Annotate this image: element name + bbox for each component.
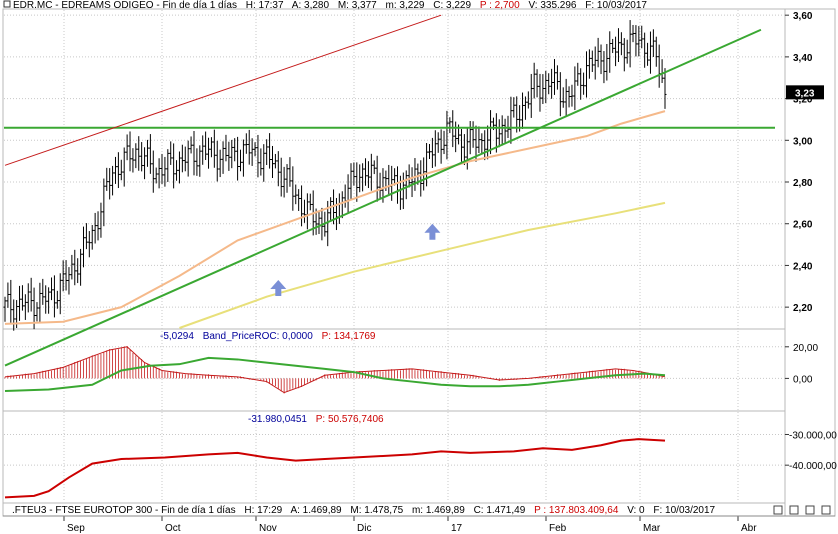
roc-layer (4, 346, 666, 394)
roc-tick-label: 0,00 (793, 374, 813, 385)
x-tick-label: Abr (741, 523, 757, 534)
ind3-value: -31.980,0451 (248, 414, 307, 425)
svg-text:EDR.MC - EDREAMS ODIGEO - Fin: EDR.MC - EDREAMS ODIGEO - Fin de día 1 d… (13, 0, 647, 11)
ind3-tick-label: -30.000,00 (789, 430, 837, 441)
roc-line (4, 346, 666, 394)
last-price-label: 3,23 (795, 88, 815, 99)
upper-channel-line (4, 14, 442, 166)
x-tick-label: 17 (451, 523, 463, 534)
up-arrow-icon (270, 280, 287, 297)
y-tick-label: 2,40 (793, 261, 813, 272)
svg-text:-5,0294 Band_PriceROC: 0: -5,0294 Band_PriceROC: 0,0000 P: 134,176… (160, 331, 376, 342)
moving-average-orange (4, 110, 666, 325)
roc-tick-label: 20,00 (793, 343, 818, 354)
header-bottom: .FTEU3 - FTSE EUROTOP 300 - Fin de día 1… (12, 505, 716, 516)
y-tick-label: 2,20 (793, 303, 813, 314)
header-a: A: 3,280 (292, 0, 330, 11)
bottom-f: F: 10/03/2017 (653, 505, 715, 516)
x-tick-label: Feb (549, 523, 567, 534)
bottom-m: M: 1.478,75 (350, 505, 403, 516)
bottom-ticker: .FTEU3 - FTSE EUROTOP 300 - Fin de día 1… (12, 505, 236, 516)
y-tick-label: 3,60 (793, 11, 813, 22)
x-tick-label: Dic (357, 523, 371, 534)
bottom-h: H: 17:29 (244, 505, 282, 516)
maximize-icon[interactable] (789, 505, 799, 515)
x-tick-label: Oct (165, 523, 181, 534)
roc-value: -5,0294 (160, 331, 194, 342)
y-tick-label: 3,40 (793, 53, 813, 64)
roc-name: Band_PriceROC: 0,0000 (203, 331, 314, 342)
x-tick-label: Mar (643, 523, 661, 534)
roc-signal-line (4, 356, 666, 393)
bottom-p: P : 137.803.409,64 (534, 505, 619, 516)
header-roc: -5,0294 Band_PriceROC: 0,0000 P: 134,176… (160, 331, 376, 342)
ind3-layer (4, 438, 666, 499)
ind3-panel (2, 410, 786, 504)
header-f: F: 10/03/2017 (585, 0, 647, 11)
header-p: P : 2,700 (480, 0, 520, 11)
header-main: EDR.MC - EDREAMS ODIGEO - Fin de día 1 d… (3, 0, 647, 11)
ind3-line (4, 438, 666, 499)
ind3-tick-label: -40.000,00 (789, 461, 837, 472)
restore-icon[interactable] (805, 505, 815, 515)
bottom-a: A: 1.469,89 (290, 505, 342, 516)
y-tick-label: 2,80 (793, 178, 813, 189)
close-icon[interactable] (821, 505, 831, 515)
bottom-c: C: 1.471,49 (474, 505, 526, 516)
y-tick-label: 2,60 (793, 220, 813, 231)
up-arrow-icon (424, 223, 441, 240)
ind3-p: P: 50.576,7406 (316, 414, 384, 425)
header-m: M: 3,377 (338, 0, 377, 11)
last-price-box (786, 85, 824, 100)
header-h: H: 17:37 (246, 0, 284, 11)
svg-text:-31.980,0451 P: 50.576,7: -31.980,0451 P: 50.576,7406 (248, 414, 384, 425)
axes-layer: 3,60 3,40 3,20 3,00 2,80 2,60 2,40 2,20 Sep Oct No… (3, 11, 837, 534)
header-ind3: -31.980,0451 P: 50.576,7406 (248, 414, 384, 425)
header-v: V: 335.296 (528, 0, 576, 11)
header-c: C: 3,229 (433, 0, 471, 11)
svg-text:.FTEU3 - FTSE EUROTOP 300 - Fi: .FTEU3 - FTSE EUROTOP 300 - Fin de día 1… (12, 505, 716, 516)
x-tick-label: Sep (67, 523, 85, 534)
minimize-icon[interactable] (773, 505, 783, 515)
window-controls (773, 505, 831, 515)
panel-box-icon[interactable] (3, 0, 11, 8)
header-mm: m: 3,229 (386, 0, 425, 11)
price-layer (3, 14, 775, 367)
y-tick-label: 3,20 (793, 95, 813, 106)
y-tick-label: 3,00 (793, 136, 813, 147)
bottom-v: V: 0 (627, 505, 645, 516)
x-tick-label: Nov (259, 523, 277, 534)
header-ticker: EDR.MC - EDREAMS ODIGEO - Fin de día 1 d… (13, 0, 237, 11)
bottom-mm: m: 1.469,89 (412, 505, 465, 516)
roc-p: P: 134,1769 (322, 331, 376, 342)
moving-average-yellow (179, 201, 666, 329)
support-trendline (4, 28, 762, 367)
